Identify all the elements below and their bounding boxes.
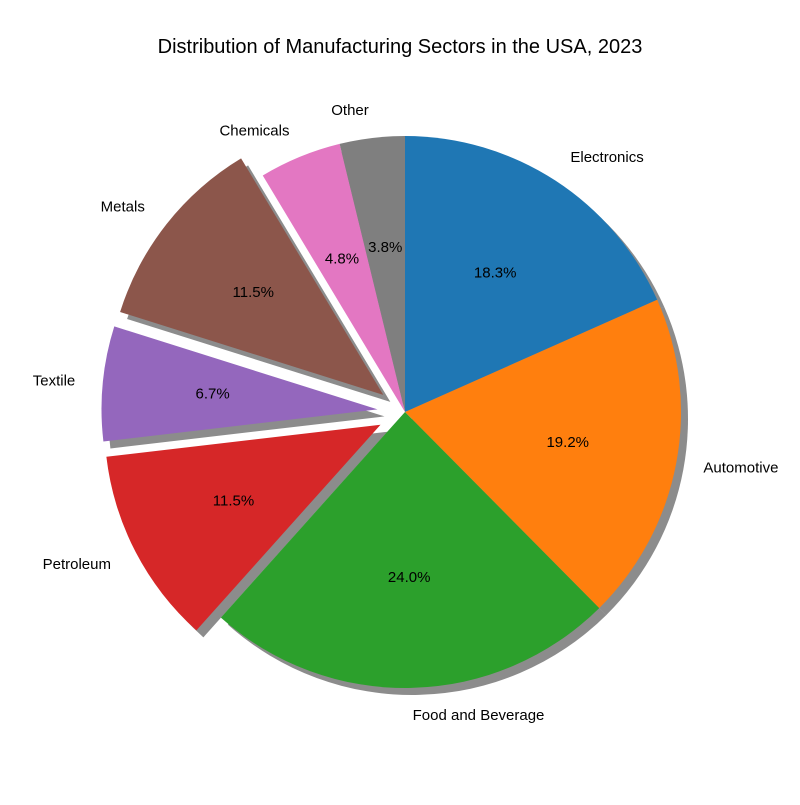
slice-label-petroleum: Petroleum xyxy=(43,556,111,573)
chart-title: Distribution of Manufacturing Sectors in… xyxy=(0,36,800,59)
slice-label-chemicals: Chemicals xyxy=(219,123,289,140)
slice-percent-other: 3.8% xyxy=(368,239,402,256)
slice-percent-textile: 6.7% xyxy=(196,385,230,402)
slice-label-food-and-beverage: Food and Beverage xyxy=(413,707,545,724)
slice-label-other: Other xyxy=(331,102,369,119)
slice-label-automotive: Automotive xyxy=(703,460,778,477)
slice-percent-petroleum: 11.5% xyxy=(213,492,254,509)
slice-label-textile: Textile xyxy=(33,372,76,389)
slice-percent-metals: 11.5% xyxy=(233,284,274,301)
slice-percent-food-and-beverage: 24.0% xyxy=(388,569,431,586)
slice-layer xyxy=(102,136,681,688)
slice-percent-automotive: 19.2% xyxy=(546,434,589,451)
slice-label-electronics: Electronics xyxy=(570,149,643,166)
slice-label-metals: Metals xyxy=(101,199,145,216)
slice-percent-chemicals: 4.8% xyxy=(325,250,359,267)
slice-percent-electronics: 18.3% xyxy=(474,265,517,282)
